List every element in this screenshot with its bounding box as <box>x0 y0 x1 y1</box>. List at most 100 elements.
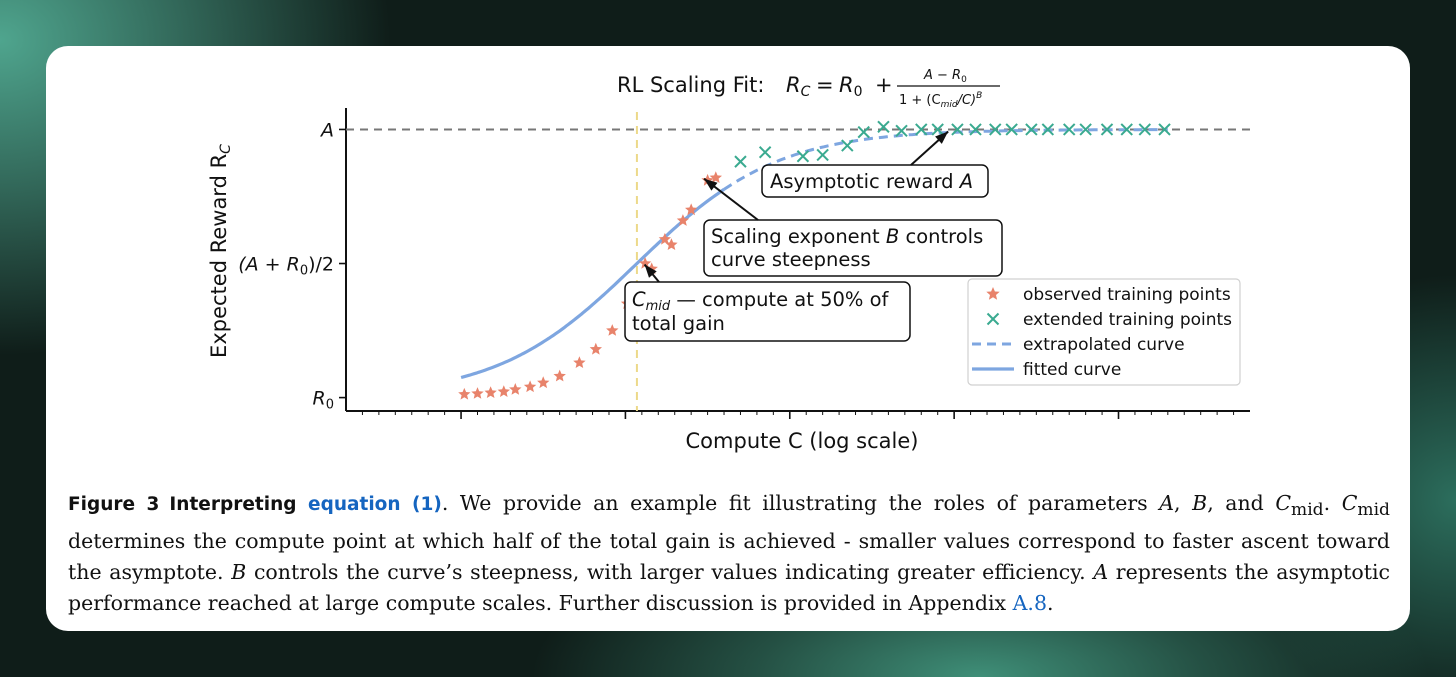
observed-point <box>523 380 537 393</box>
legend-entry-label: fitted curve <box>1023 360 1121 380</box>
y-tick-label: (A + R0)/2 <box>238 254 334 279</box>
extended-point <box>1062 123 1076 136</box>
observed-point <box>685 203 698 216</box>
caption-var-cmid-2: C <box>1341 491 1358 515</box>
title-den-sub: mid <box>941 100 958 110</box>
extended-point <box>1138 123 1152 136</box>
x-marker-stroke <box>989 123 1002 136</box>
extended-point <box>796 150 810 163</box>
x-marker-stroke <box>931 123 944 136</box>
svg-text:Expected Reward RC: Expected Reward RC <box>207 144 234 358</box>
x-marker-stroke <box>1120 123 1133 136</box>
annotation-cmid-sub: mid <box>646 299 671 314</box>
annotation-cmid-arrow <box>643 263 660 283</box>
x-marker-stroke <box>951 123 964 136</box>
extended-point <box>841 139 854 152</box>
appendix-link[interactable]: A.8 <box>1012 591 1047 616</box>
caption-var-a: A <box>1159 491 1175 515</box>
x-marker-stroke <box>969 123 982 136</box>
caption-s4: represents the asymptotic performance re… <box>68 560 1390 616</box>
caption-var-b-2: B <box>231 560 247 585</box>
caption-s3: controls the curve’s steepness, with lar… <box>246 560 1094 585</box>
annotation-asymptote-arrow <box>910 130 949 166</box>
observed-point <box>589 342 602 355</box>
title-r0-sub: 0 <box>854 84 863 100</box>
observed-point <box>658 232 671 245</box>
legend-entry-label: observed training points <box>1023 285 1231 305</box>
annotation-exponent-var: B <box>886 225 899 248</box>
extended-point <box>915 123 928 136</box>
svg-text:R0: R0 <box>839 73 863 100</box>
chart: RL Scaling Fit: RC = R0 + A − R0 1 + (Cm… <box>207 68 1250 453</box>
x-marker-stroke <box>1062 123 1076 136</box>
y-tick-label-main: (A + R <box>238 254 300 276</box>
caption-var-cmid: C <box>1275 491 1292 515</box>
annotation-asymptote-var: A <box>958 170 973 193</box>
annotation-cmid-post: — compute at 50% of <box>670 288 889 311</box>
equation-link[interactable]: equation (1) <box>308 494 442 515</box>
legend-marker-star <box>986 287 1000 300</box>
annotation-asymptote-label: Asymptotic reward <box>770 170 960 193</box>
annotation-exponent-pre: Scaling exponent <box>711 225 886 248</box>
svg-text:1 + (Cmid/C)B: 1 + (Cmid/C)B <box>899 91 982 110</box>
title-r0: R <box>839 73 854 97</box>
caption-end: . <box>1047 591 1054 616</box>
x-marker-stroke <box>986 312 1000 326</box>
caption-s1: . We provide an example fit illustrating… <box>441 491 1160 515</box>
legend-entry-label: extended training points <box>1023 310 1232 330</box>
extended-point <box>1079 123 1092 136</box>
annotation-cmid-box <box>624 281 911 342</box>
caption-var-a-2: A <box>1093 560 1109 585</box>
x-marker-stroke <box>1041 123 1055 136</box>
observed-point <box>606 324 619 336</box>
observed-point <box>497 385 510 397</box>
y-tick-label: R0 <box>313 388 334 413</box>
title-lhs: R <box>786 73 801 97</box>
x-marker-stroke <box>841 139 854 152</box>
x-axis-label: Compute C (log scale) <box>686 429 919 453</box>
y-tick-label-sub: 0 <box>326 398 334 413</box>
observed-point <box>471 387 484 399</box>
title-plus: + <box>875 73 893 97</box>
annotation-exponent-line2: curve steepness <box>711 248 871 271</box>
annotation-cmid-line1: Cmid — compute at 50% of <box>632 288 890 314</box>
y-tick-label-main: A <box>319 119 334 141</box>
legend-entry-label: extrapolated curve <box>1023 335 1185 355</box>
arrow-head <box>644 264 657 278</box>
caption-s2: determines the compute point at which ha… <box>68 529 1390 585</box>
x-marker-stroke <box>1025 123 1038 136</box>
y-axis-label-sub: C <box>218 144 234 154</box>
x-marker-stroke <box>758 146 772 159</box>
y-axis-label: Expected Reward RC <box>207 144 234 358</box>
legend: observed training points extended trainin… <box>967 278 1241 386</box>
annotation-cmid-line2: total gain <box>632 312 725 335</box>
extended-point <box>1041 123 1055 136</box>
observed-point <box>537 376 550 389</box>
extended-point <box>1158 123 1171 136</box>
observed-point <box>458 387 471 400</box>
annotation-exponent-post: controls <box>899 225 983 248</box>
extended-point <box>951 123 964 136</box>
annotation-asymptote-box <box>761 164 989 198</box>
y-tick-label-main: R <box>313 388 326 410</box>
caption-var-b: B <box>1192 491 1208 515</box>
observed-point <box>509 383 522 395</box>
extended-point <box>1100 123 1114 136</box>
observed-point <box>484 386 497 398</box>
arrow-head <box>935 131 949 144</box>
caption-sub-mid-2: mid <box>1357 500 1390 521</box>
annotation-exponent-line2-text: curve steepness <box>711 248 871 271</box>
observed-point <box>676 214 690 226</box>
figure-card: RL Scaling Fit: RC = R0 + A − R0 1 + (Cm… <box>46 46 1410 631</box>
observed-point <box>665 238 678 250</box>
observed-point <box>553 369 566 382</box>
x-marker-stroke <box>816 148 829 162</box>
caption-and: , and <box>1207 491 1276 515</box>
title-den: 1 + (C <box>899 93 941 108</box>
chart-title-prefix: RL Scaling Fit: <box>617 73 764 97</box>
x-marker-stroke <box>877 120 890 133</box>
extended-point <box>1025 123 1038 136</box>
title-num: A − R <box>923 68 961 83</box>
extended-point <box>931 123 944 136</box>
title-lhs-sub: C <box>801 84 811 100</box>
